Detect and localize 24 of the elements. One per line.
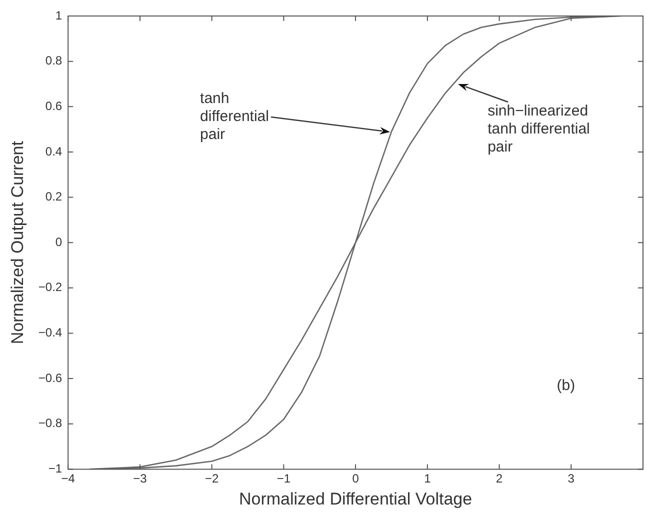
y-tick-label: 0.4 — [45, 144, 62, 158]
x-tick-label: −3 — [133, 472, 148, 486]
y-tick-label: 0 — [55, 234, 62, 249]
y-tick-label: −0.8 — [38, 416, 62, 430]
annotation: tanh differential pair — [200, 90, 269, 144]
y-tick-label: 1 — [55, 8, 62, 22]
y-tick-label: −0.2 — [38, 280, 62, 294]
y-tick-label: 0.8 — [45, 54, 62, 68]
y-tick-label: −0.4 — [38, 326, 62, 340]
x-tick-label: 1 — [424, 472, 432, 486]
y-tick-label: −1 — [48, 462, 62, 476]
x-tick-label: −4 — [61, 472, 76, 486]
x-tick-label: −1 — [276, 472, 291, 486]
annotation: (b) — [556, 377, 576, 394]
x-tick-label: −2 — [204, 472, 219, 486]
y-tick-label: 0.2 — [45, 190, 62, 204]
x-tick-label: 2 — [496, 472, 503, 486]
annotation: sinh−linearized tanh differential pair — [488, 102, 590, 156]
y-tick-label: −0.6 — [38, 370, 62, 385]
y-axis-title: Normalized Output Current — [8, 140, 27, 344]
x-tick-label: 3 — [568, 472, 575, 486]
y-tick-label: 0.6 — [45, 98, 62, 113]
x-tick-label: 0 — [352, 472, 360, 486]
x-axis-title: Normalized Differential Voltage — [239, 489, 472, 508]
